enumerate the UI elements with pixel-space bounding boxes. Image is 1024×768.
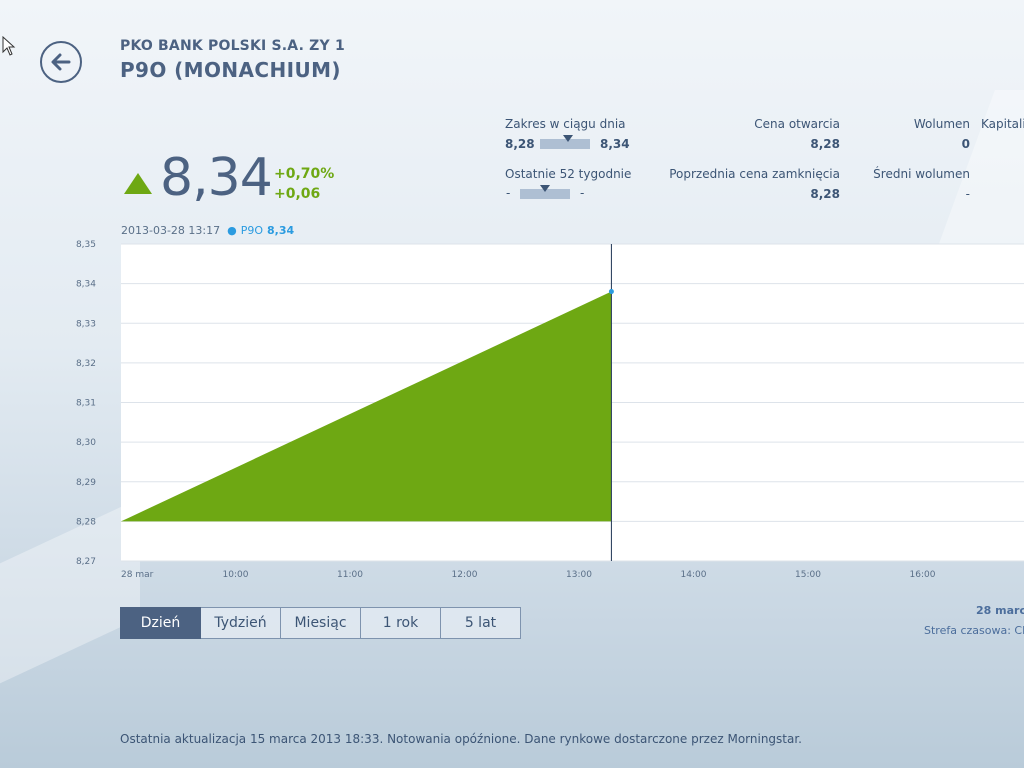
back-button[interactable] xyxy=(40,41,82,83)
cursor-point xyxy=(608,289,614,295)
period-tab[interactable]: Dzień xyxy=(120,607,201,639)
footer-note: Ostatnia aktualizacja 15 marca 2013 18:3… xyxy=(120,732,802,746)
market-cap-label: Kapitaliz xyxy=(981,117,1024,131)
day-range-label: Zakres w ciągu dnia xyxy=(505,117,626,131)
arrow-left-icon xyxy=(51,53,71,71)
prev-close-label: Poprzednia cena zamknięcia xyxy=(669,167,840,181)
day-range-marker xyxy=(562,135,573,142)
week52-range-low: - xyxy=(506,186,511,200)
period-tab[interactable]: Tydzień xyxy=(201,607,281,639)
period-tabs: Dzień Tydzień Miesiąc 1 rok 5 lat xyxy=(120,607,521,639)
triangle-up-icon xyxy=(124,173,152,194)
company-name: PKO BANK POLSKI S.A. ZY 1 xyxy=(120,38,345,54)
x-tick-label: 12:00 xyxy=(452,570,478,580)
period-tab[interactable]: 5 lat xyxy=(441,607,521,639)
series-dot-icon: ● xyxy=(227,224,237,237)
week52-range-bar xyxy=(520,189,570,199)
chart-x-axis: 28 mar 10:00 11:00 12:00 13:00 14:00 15:00 16:0… xyxy=(121,570,936,580)
avg-volume-value: - xyxy=(965,187,970,201)
chart-y-axis: 8,35 8,34 8,33 8,32 8,31 8,30 8,29 8,28 8,27 xyxy=(76,240,96,567)
y-tick-label: 8,32 xyxy=(76,359,96,369)
change-percent: +0,70% xyxy=(274,166,335,182)
day-range-high: 8,34 xyxy=(600,137,630,151)
chart-area-series xyxy=(121,291,612,522)
volume-label: Wolumen xyxy=(913,117,970,131)
timezone-label: Strefa czasowa: CE xyxy=(924,624,1024,637)
x-tick-label: 14:00 xyxy=(681,570,707,580)
chart-hover-info: 2013-03-28 13:17 ● P9O 8,34 xyxy=(121,224,294,237)
ticker-title: P9O (MONACHIUM) xyxy=(120,58,341,82)
hover-datetime: 2013-03-28 13:17 xyxy=(121,224,221,237)
area-series-fill xyxy=(121,291,612,522)
hover-symbol: P9O xyxy=(240,224,264,237)
y-tick-label: 8,34 xyxy=(76,280,96,290)
x-tick-label: 28 mar xyxy=(121,570,154,580)
open-label: Cena otwarcia xyxy=(754,117,840,131)
chart-date: 28 marc xyxy=(976,604,1024,617)
y-tick-label: 8,29 xyxy=(76,478,96,488)
period-tab[interactable]: Miesiąc xyxy=(281,607,361,639)
day-range-bar xyxy=(540,139,590,149)
x-tick-label: 13:00 xyxy=(566,570,592,580)
y-tick-label: 8,30 xyxy=(76,438,96,448)
x-tick-label: 11:00 xyxy=(337,570,363,580)
x-tick-label: 10:00 xyxy=(223,570,249,580)
y-tick-label: 8,33 xyxy=(76,319,96,329)
change-absolute: +0,06 xyxy=(274,186,321,202)
hover-value: 8,34 xyxy=(267,224,295,237)
week52-range-high: - xyxy=(580,186,585,200)
price-chart[interactable]: 8,35 8,34 8,33 8,32 8,31 8,30 8,29 8,28 8,27 28 … xyxy=(0,0,1024,600)
week52-range-label: Ostatnie 52 tygodnie xyxy=(505,167,632,181)
y-tick-label: 8,27 xyxy=(76,557,96,567)
chart-cursor xyxy=(608,244,614,561)
avg-volume-label: Średni wolumen xyxy=(873,167,970,181)
y-tick-label: 8,35 xyxy=(76,240,96,250)
x-tick-label: 16:00 xyxy=(910,570,936,580)
mouse-pointer-icon xyxy=(2,36,16,56)
x-tick-label: 15:00 xyxy=(795,570,821,580)
week52-range-marker xyxy=(540,185,550,192)
open-value: 8,28 xyxy=(810,137,840,151)
day-range-low: 8,28 xyxy=(505,137,535,151)
prev-close-value: 8,28 xyxy=(810,187,840,201)
y-tick-label: 8,28 xyxy=(76,517,96,527)
y-tick-label: 8,31 xyxy=(76,399,96,409)
current-price: 8,34 xyxy=(160,148,273,208)
volume-value: 0 xyxy=(961,137,970,151)
period-tab[interactable]: 1 rok xyxy=(361,607,441,639)
